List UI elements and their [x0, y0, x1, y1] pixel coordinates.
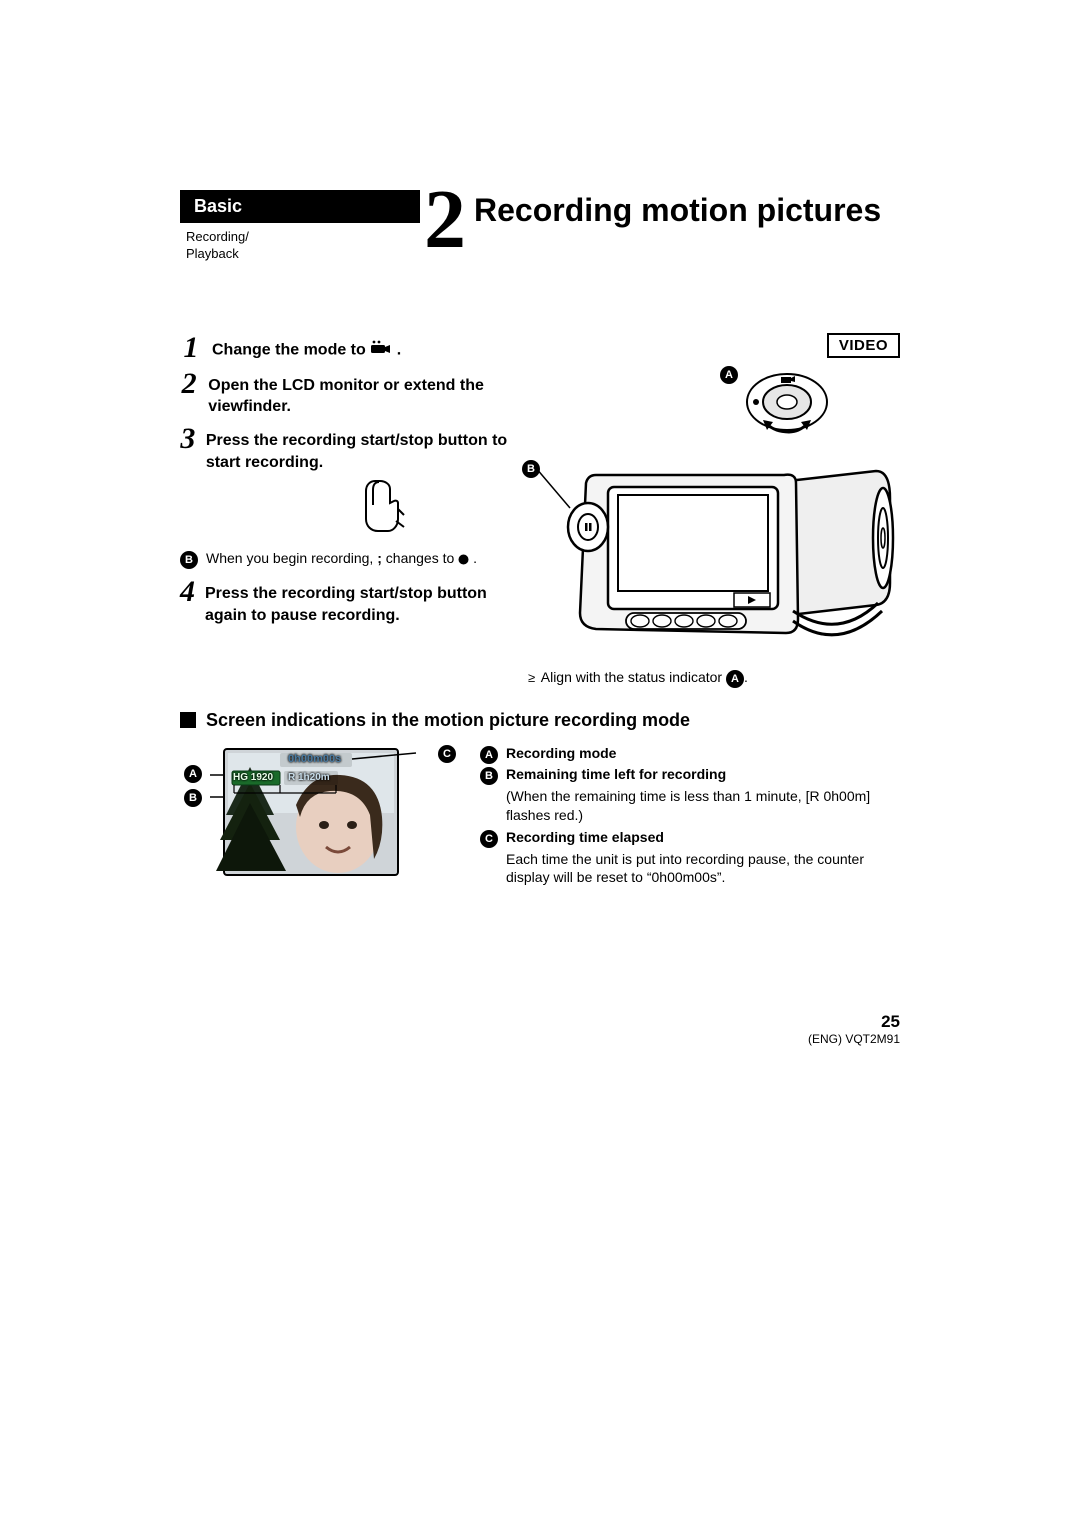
steps-column: 1 Change the mode to . 2 Open the LC [180, 333, 510, 688]
square-bullet-icon [180, 712, 196, 728]
diagram-column: VIDEO A B [528, 333, 900, 688]
note-b: B When you begin recording, ; changes to… [180, 550, 510, 569]
align-note-text: Align with the status indicator [541, 669, 726, 685]
step-2: 2 Open the LCD monitor or extend the vie… [180, 369, 510, 418]
indication-sub: Each time the unit is put into recording… [506, 850, 900, 888]
video-badge: VIDEO [827, 333, 900, 358]
step-text-part: . [397, 341, 401, 358]
page-footer: 25 (ENG) VQT2M91 [808, 1012, 900, 1046]
indication-label: Recording time elapsed [506, 829, 664, 845]
align-note-end: . [744, 669, 748, 685]
note-text: When you begin recording, ; changes to . [206, 550, 477, 566]
callout-a: A [720, 366, 738, 384]
lcd-screenshot: A B C [180, 745, 460, 890]
pause-icon: ; [377, 550, 382, 566]
screenshot-callout-b: B [184, 789, 202, 807]
indication-letter: C [480, 830, 498, 848]
step-text: Change the mode to . [212, 333, 401, 363]
overlay-time: 0h00m00s [288, 753, 341, 765]
indication-label: Remaining time left for recording [506, 766, 726, 782]
step-text: Open the LCD monitor or extend the viewf… [208, 369, 510, 418]
step-text: Press the recording start/stop button to… [206, 424, 510, 473]
header-left: Basic Recording/ Playback [180, 190, 430, 263]
align-note: Align with the status indicator A. [528, 669, 900, 688]
step-text: Press the recording start/stop button ag… [205, 577, 510, 626]
indication-item: C Recording time elapsed [480, 829, 900, 848]
section-sublabel: Recording/ Playback [180, 223, 430, 263]
overlay-remaining: R 1h20m [288, 772, 330, 783]
step-number: 3 [180, 424, 196, 473]
document-code: (ENG) VQT2M91 [808, 1032, 900, 1046]
note-text-part: . [473, 550, 477, 566]
step-4: 4 Press the recording start/stop button … [180, 577, 510, 626]
indications-list: A Recording mode B Remaining time left f… [480, 745, 900, 892]
step-3: 3 Press the recording start/stop button … [180, 424, 510, 473]
indication-letter: B [480, 767, 498, 785]
video-mode-icon [370, 339, 392, 362]
note-text-part: changes to [386, 550, 458, 566]
page-number: 25 [808, 1012, 900, 1032]
overlay-mode: HG 1920 [233, 772, 273, 783]
section-tab: Basic [180, 190, 420, 223]
step-number: 4 [180, 577, 195, 626]
indication-sub: (When the remaining time is less than 1 … [506, 787, 900, 825]
screenshot-callout-c: C [438, 745, 456, 763]
page-title: Recording motion pictures [474, 190, 881, 229]
indication-item: A Recording mode [480, 745, 900, 764]
step-number: 2 [180, 369, 198, 418]
section-heading: Screen indications in the motion picture… [180, 710, 900, 731]
indication-letter: A [480, 746, 498, 764]
hand-press-icon [360, 479, 510, 540]
step-number: 1 [180, 333, 202, 363]
step-1: 1 Change the mode to . [180, 333, 510, 363]
camcorder-diagram: A B [528, 368, 900, 653]
screenshot-callout-a: A [184, 765, 202, 783]
indication-item: B Remaining time left for recording [480, 766, 900, 785]
indication-label: Recording mode [506, 745, 616, 761]
chapter-number: 2 [424, 182, 466, 258]
callout-letter-b: B [180, 551, 198, 569]
callout-letter-a-inline: A [726, 670, 744, 688]
record-dot-icon [458, 550, 473, 566]
header: Basic Recording/ Playback 2 Recording mo… [180, 190, 900, 263]
callout-b: B [522, 460, 540, 478]
section-title: Screen indications in the motion picture… [206, 710, 690, 731]
step-text-part: Change the mode to [212, 341, 370, 358]
note-text-part: When you begin recording, [206, 550, 377, 566]
